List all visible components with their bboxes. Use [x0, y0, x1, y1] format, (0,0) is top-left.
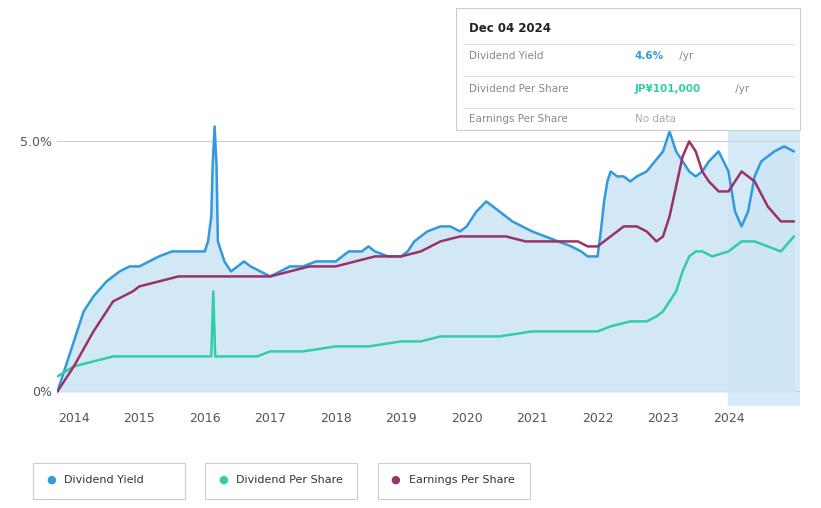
- Text: Dec 04 2024: Dec 04 2024: [470, 22, 552, 35]
- Text: /yr: /yr: [732, 84, 749, 94]
- Text: Dividend Per Share: Dividend Per Share: [470, 84, 569, 94]
- Text: Dividend Per Share: Dividend Per Share: [236, 475, 343, 485]
- Text: 4.6%: 4.6%: [635, 51, 664, 61]
- Bar: [728, 91, 800, 406]
- Text: ●: ●: [391, 475, 401, 485]
- Text: Dividend Yield: Dividend Yield: [64, 475, 144, 485]
- Text: /yr: /yr: [677, 51, 694, 61]
- Text: Dividend Yield: Dividend Yield: [470, 51, 544, 61]
- Text: ●: ●: [218, 475, 228, 485]
- Text: Earnings Per Share: Earnings Per Share: [409, 475, 515, 485]
- Text: JP¥101,000: JP¥101,000: [635, 84, 701, 94]
- Text: Earnings Per Share: Earnings Per Share: [470, 114, 568, 123]
- Text: No data: No data: [635, 114, 676, 123]
- Text: Past: Past: [732, 115, 756, 129]
- Text: ●: ●: [46, 475, 56, 485]
